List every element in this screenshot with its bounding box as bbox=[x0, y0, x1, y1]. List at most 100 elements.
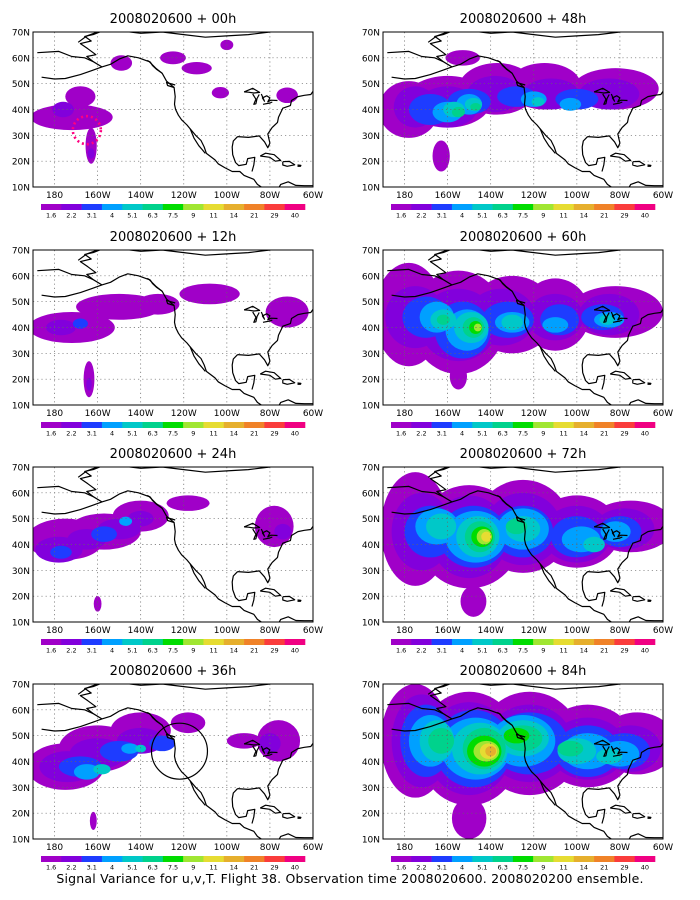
colorbar-swatch bbox=[142, 204, 164, 210]
colorbar-swatch bbox=[61, 204, 82, 210]
longitude-tick-label: 60W bbox=[303, 409, 323, 419]
colorbar-swatch bbox=[391, 204, 412, 210]
colorbar-swatch bbox=[472, 639, 493, 645]
latitude-tick-label: 20N bbox=[362, 376, 380, 386]
longitude-tick-label: 180 bbox=[46, 626, 63, 636]
colorbar-swatch bbox=[431, 204, 453, 210]
longitude-tick-label: 160W bbox=[435, 626, 461, 636]
colorbar-swatch bbox=[244, 422, 265, 428]
coastline bbox=[427, 32, 620, 43]
colorbar-swatch bbox=[41, 856, 62, 862]
colorbar-swatch bbox=[594, 204, 615, 210]
longitude-tick-label: 140W bbox=[128, 409, 154, 419]
map-area bbox=[383, 684, 663, 839]
map-frame bbox=[32, 466, 314, 623]
longitude-tick-label: 140W bbox=[478, 626, 504, 636]
colorbar-swatch bbox=[284, 639, 306, 645]
colorbar-label: 2.2 bbox=[416, 430, 426, 438]
latitude-tick-label: 70N bbox=[12, 247, 30, 257]
latitude-tick-label: 10N bbox=[362, 402, 380, 412]
coastline bbox=[146, 494, 163, 509]
colorbar-label: 1.6 bbox=[46, 430, 56, 438]
colorbar-label: 5.1 bbox=[477, 647, 487, 655]
latitude-tick-label: 30N bbox=[362, 132, 380, 142]
longitude-tick-label: 180 bbox=[396, 191, 413, 201]
coastline bbox=[612, 101, 623, 105]
longitude-tick-label: 80W bbox=[260, 191, 280, 201]
colorbar-label: 6.3 bbox=[148, 864, 158, 872]
coastline bbox=[539, 780, 556, 806]
colorbar-swatch bbox=[142, 856, 164, 862]
coastline bbox=[146, 711, 163, 726]
coastline bbox=[189, 780, 206, 806]
coastline bbox=[515, 299, 526, 307]
coastline bbox=[612, 753, 623, 757]
coastline bbox=[282, 595, 296, 602]
latitude-tick-label: 20N bbox=[12, 810, 30, 820]
colorbar-label: 40 bbox=[641, 430, 649, 438]
colorbar-label: 40 bbox=[641, 647, 649, 655]
coastline bbox=[243, 522, 261, 529]
colorbar-label: 11 bbox=[209, 430, 217, 438]
latitude-tick-label: 60N bbox=[362, 489, 380, 499]
coastline bbox=[610, 528, 628, 538]
variance-contour bbox=[121, 743, 139, 754]
colorbar-swatch bbox=[573, 639, 595, 645]
colorbar-label: 11 bbox=[209, 647, 217, 655]
colorbar-swatch bbox=[264, 204, 285, 210]
coastline bbox=[496, 59, 513, 74]
colorbar-label: 1.6 bbox=[396, 212, 406, 220]
coastline bbox=[587, 743, 663, 801]
latitude-tick-label: 10N bbox=[12, 402, 30, 412]
coastline bbox=[146, 277, 163, 292]
colorbar-label: 2.2 bbox=[416, 864, 426, 872]
map-frame bbox=[382, 249, 664, 406]
colorbar-label: 14 bbox=[580, 212, 588, 220]
longitude-tick-label: 160W bbox=[435, 409, 461, 419]
coastline bbox=[628, 616, 663, 622]
colorbar-swatch bbox=[223, 856, 245, 862]
longitude-tick-label: 160W bbox=[85, 409, 111, 419]
colorbar-swatch bbox=[553, 422, 575, 428]
longitude-tick-label: 120W bbox=[521, 843, 547, 853]
colorbar-label: 3.1 bbox=[437, 864, 447, 872]
map-panel: 2008020600 + 48h 70N 60N 50N 40N 30N 20N 10N 180… bbox=[362, 12, 673, 220]
colorbar-label: 11 bbox=[559, 212, 567, 220]
colorbar-swatch bbox=[634, 422, 656, 428]
colorbar-swatch bbox=[492, 204, 514, 210]
colorbar-swatch bbox=[411, 856, 432, 862]
colorbar-label: 9 bbox=[191, 430, 195, 438]
coastline bbox=[387, 268, 612, 405]
variance-contour bbox=[276, 87, 298, 104]
longitude-tick-label: 120W bbox=[521, 626, 547, 636]
variance-contour bbox=[127, 510, 154, 527]
variance-contour bbox=[73, 764, 100, 780]
latitude-tick-label: 60N bbox=[362, 706, 380, 716]
colorbar-swatch bbox=[101, 204, 123, 210]
colorbar-swatch bbox=[284, 422, 306, 428]
coastline bbox=[391, 284, 453, 298]
panel-title: 2008020600 + 60h bbox=[460, 230, 587, 245]
colorbar-label: 1.6 bbox=[396, 430, 406, 438]
colorbar-label: 2.2 bbox=[416, 647, 426, 655]
coastline bbox=[231, 571, 256, 607]
colorbar-swatch bbox=[244, 204, 265, 210]
coastline bbox=[41, 501, 103, 515]
coastline bbox=[262, 753, 273, 757]
colorbar-swatch bbox=[41, 639, 62, 645]
longitude-tick-label: 140W bbox=[478, 409, 504, 419]
colorbar-swatch bbox=[61, 639, 82, 645]
colorbar-label: 29 bbox=[620, 212, 628, 220]
coastline bbox=[259, 804, 282, 814]
colorbar-label: 4 bbox=[460, 864, 464, 872]
variance-contour bbox=[505, 518, 528, 535]
colorbar-label: 7.5 bbox=[518, 212, 528, 220]
latitude-tick-label: 20N bbox=[362, 593, 380, 603]
colorbar-label: 11 bbox=[559, 430, 567, 438]
coastline bbox=[610, 745, 628, 755]
longitude-tick-label: 120W bbox=[171, 409, 197, 419]
latitude-tick-label: 50N bbox=[362, 515, 380, 525]
latitude-tick-label: 70N bbox=[362, 29, 380, 39]
longitude-tick-label: 140W bbox=[128, 843, 154, 853]
colorbar-label: 6.3 bbox=[148, 647, 158, 655]
